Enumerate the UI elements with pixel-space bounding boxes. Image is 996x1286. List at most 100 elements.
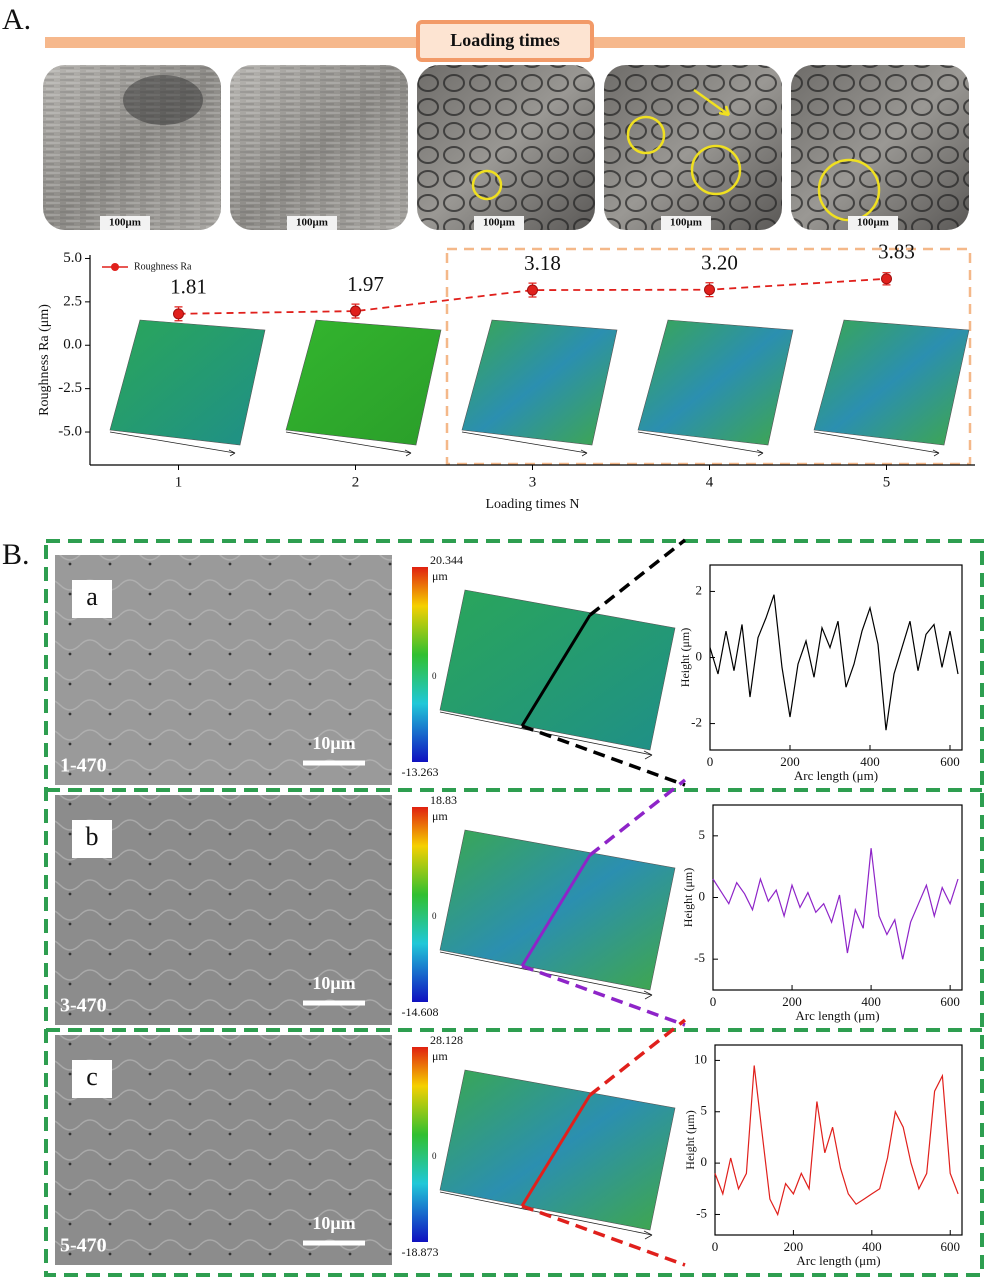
profile-cut: [520, 854, 592, 967]
y-tick-label: -2: [691, 715, 702, 730]
letter-box: [72, 1060, 112, 1098]
row: b 3-470 10μm 18.83 μm 0 -14.608: [55, 778, 687, 1027]
data-line: [712, 848, 959, 960]
colorbar: [412, 807, 428, 1002]
x-axis-label: Arc length (μm): [795, 1008, 879, 1023]
panel-letter: c: [86, 1062, 98, 1091]
micrograph-texture: [230, 65, 408, 230]
colorbar-mid: 0: [432, 911, 437, 921]
row: c 5-470 10μm 28.128 μm 0 -18.873: [55, 1018, 687, 1267]
x-tick-label: 1: [175, 474, 183, 490]
x-tick-label: 0: [707, 754, 714, 769]
surface: [813, 319, 970, 446]
colorbar-mid: 0: [432, 1151, 437, 1161]
scale-label-bg: [474, 216, 524, 230]
x-tick-label: 600: [940, 754, 960, 769]
panel-label: A.: [2, 3, 31, 36]
letter-box: [72, 580, 112, 618]
surface-axis: [813, 431, 940, 457]
plot-frame: [709, 564, 963, 751]
y-axis-label: Height (μm): [678, 628, 692, 687]
surface-axis: [439, 1191, 653, 1240]
scale-label-bg: [100, 216, 150, 230]
highlight-circle: [690, 144, 742, 196]
micrographs: 100μm 100μm 100μm 100μm 100μm: [43, 65, 969, 230]
data-point: [173, 308, 184, 320]
data-line: [714, 1065, 959, 1217]
x-axis-label: Arc length (μm): [794, 768, 878, 783]
y-tick-label: 0: [696, 648, 703, 663]
chart: -5.0 -2.5 0.0 2.5 5.0 1 2 3 4 5 Loading times N Rou…: [37, 240, 975, 512]
colorbar-unit: μm: [432, 569, 448, 583]
scale-label-bg: [287, 216, 337, 230]
banner-text: Loading times: [450, 30, 560, 50]
colorbar-unit: μm: [432, 809, 448, 823]
x-tick-label: 0: [712, 1239, 719, 1254]
scale-label: 100μm: [109, 217, 141, 229]
panel-letter: b: [86, 822, 99, 851]
arrow: [693, 88, 731, 117]
row: a 1-470 10μm 20.344 μm 0 -13.263: [55, 538, 687, 787]
zoom-line: [521, 1204, 686, 1267]
highlight-circle: [471, 169, 503, 201]
value-label: 3.83: [878, 240, 915, 264]
y-tick-label: 5: [699, 827, 706, 842]
data-line: [709, 594, 959, 731]
value-label: 1.81: [170, 275, 207, 299]
surface-axis: [109, 431, 236, 457]
y-axis-label: Roughness Ra (μm): [37, 304, 52, 416]
scale-label: 10μm: [312, 1213, 355, 1233]
panel-label: B.: [2, 538, 30, 571]
surface-axis: [439, 711, 653, 760]
colorbar: [412, 1047, 428, 1242]
zoom-line: [588, 1018, 687, 1097]
micrograph-texture: [604, 65, 782, 230]
x-tick-label: 200: [784, 1239, 804, 1254]
micrograph: 100μm: [791, 65, 969, 230]
colorbar-min: -14.608: [402, 1005, 439, 1019]
data-point: [527, 284, 538, 296]
profile-cut: [520, 614, 592, 727]
y-tick-label: 5.0: [63, 250, 82, 266]
profile-cut: [520, 1094, 592, 1207]
x-tick-label: 600: [940, 1239, 960, 1254]
micrograph-texture: [791, 65, 969, 230]
colorbar-max: 28.128: [430, 1033, 463, 1047]
letter-box: [72, 820, 112, 858]
y-tick-label: 0.0: [63, 337, 82, 353]
x-axis-label: Loading times N: [485, 497, 579, 512]
y-tick-label: -2.5: [58, 380, 82, 396]
zoom-line: [588, 538, 687, 617]
x-tick-label: 200: [780, 754, 800, 769]
value-label: 3.20: [701, 251, 738, 275]
sample-label: 5-470: [60, 1235, 107, 1257]
banner-box: [416, 20, 594, 62]
chart: -5 0 5 0 200 400 600 Arc length (μm) Height (μm): [681, 804, 963, 1023]
colorbar-min: -13.263: [402, 765, 439, 779]
legend-marker: [111, 263, 119, 271]
surface: [637, 319, 794, 446]
y-tick-label: 10: [694, 1051, 707, 1066]
scale-label: 10μm: [312, 733, 355, 753]
y-tick-label: -5: [696, 1205, 707, 1220]
data-point: [704, 284, 715, 296]
colorbar-unit: μm: [432, 1049, 448, 1063]
micrograph: 100μm: [417, 65, 595, 230]
surface-axis: [461, 431, 588, 457]
legend-label: Roughness Ra: [134, 261, 192, 272]
data-point: [350, 305, 361, 317]
surface: [461, 319, 618, 446]
scale-label: 10μm: [312, 973, 355, 993]
colorbar: [412, 567, 428, 762]
surface-axis: [439, 951, 653, 1000]
scale-label: 100μm: [296, 217, 328, 229]
x-tick-label: 600: [940, 994, 960, 1009]
colorbar-max: 20.344: [430, 553, 463, 567]
data-point: [881, 273, 892, 285]
y-tick-label: 2.5: [63, 293, 82, 309]
dark-patch: [123, 75, 203, 125]
surface-axis: [637, 431, 764, 457]
y-tick-label: 5: [701, 1103, 708, 1118]
y-tick-label: 2: [696, 582, 703, 597]
